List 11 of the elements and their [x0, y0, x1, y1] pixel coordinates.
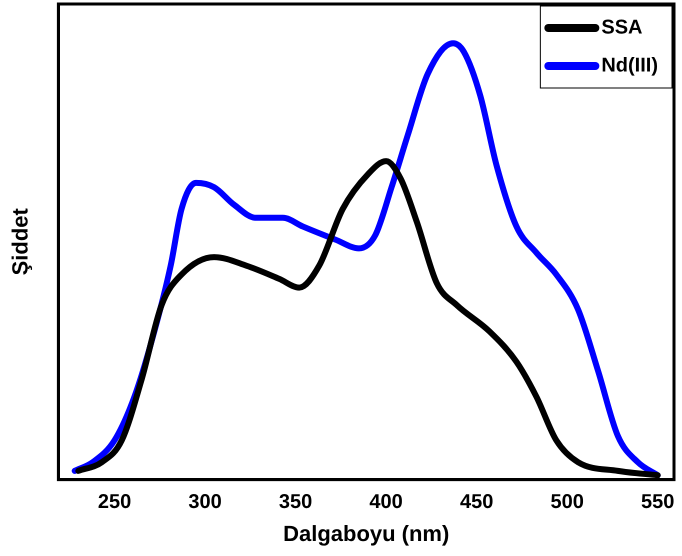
x-tick-label: 550	[641, 491, 674, 514]
legend-label: Nd(III)	[601, 54, 658, 77]
x-tick-label: 450	[460, 491, 494, 514]
x-tick-label: 250	[98, 491, 132, 514]
x-tick-label: 400	[369, 491, 403, 514]
y-axis-title: Şiddet	[7, 208, 32, 276]
x-tick-label: 350	[278, 491, 312, 514]
legend-label: SSA	[601, 16, 642, 39]
x-tick-label: 300	[188, 491, 222, 514]
x-tick-label: 500	[550, 491, 584, 514]
x-axis-title: Dalgaboyu (nm)	[283, 520, 450, 546]
